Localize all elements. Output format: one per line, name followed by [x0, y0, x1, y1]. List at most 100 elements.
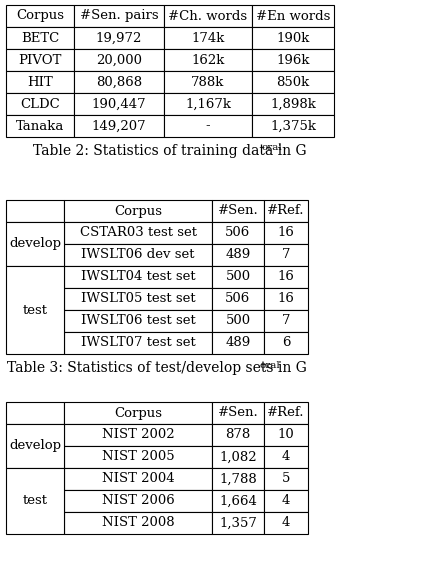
Text: 162k: 162k [191, 54, 225, 67]
Text: NIST 2004: NIST 2004 [102, 472, 174, 485]
Text: #Ref.: #Ref. [267, 204, 305, 217]
Text: Tanaka: Tanaka [16, 120, 64, 133]
Text: CLDC: CLDC [20, 98, 60, 110]
Bar [64, 490, 212, 512]
Text: 1,898k: 1,898k [270, 98, 316, 110]
Bar [6, 71, 74, 93]
Bar [212, 490, 264, 512]
Text: oral: oral [262, 144, 283, 152]
Text: HIT: HIT [27, 75, 53, 89]
Bar [264, 512, 308, 534]
Bar [212, 332, 264, 354]
Bar [264, 424, 308, 446]
Text: 10: 10 [278, 429, 294, 442]
Bar [64, 424, 212, 446]
Bar [164, 71, 252, 93]
Bar [212, 310, 264, 332]
Bar [6, 5, 74, 27]
Text: 506: 506 [225, 293, 250, 305]
Text: 16: 16 [278, 227, 294, 239]
Bar [212, 402, 264, 424]
Bar [264, 402, 308, 424]
Bar [164, 93, 252, 115]
Text: IWSLT05 test set: IWSLT05 test set [81, 293, 195, 305]
Bar [252, 93, 334, 115]
Bar [64, 310, 212, 332]
Text: 1,167k: 1,167k [185, 98, 231, 110]
Text: BETC: BETC [21, 32, 59, 44]
Text: Corpus: Corpus [16, 9, 64, 23]
Bar [212, 222, 264, 244]
Text: #Sen.: #Sen. [217, 204, 258, 217]
Bar [212, 424, 264, 446]
Bar [74, 93, 164, 115]
Bar [74, 5, 164, 27]
Bar [264, 332, 308, 354]
Text: 1,375k: 1,375k [270, 120, 316, 133]
Bar [6, 222, 64, 266]
Text: Corpus: Corpus [114, 406, 162, 419]
Text: 196k: 196k [276, 54, 310, 67]
Bar [6, 200, 64, 222]
Text: 174k: 174k [191, 32, 225, 44]
Bar [212, 468, 264, 490]
Text: IWSLT06 test set: IWSLT06 test set [81, 315, 195, 328]
Bar [264, 222, 308, 244]
Bar [6, 27, 74, 49]
Text: NIST 2008: NIST 2008 [102, 516, 174, 530]
Text: 500: 500 [225, 270, 250, 283]
Bar [64, 222, 212, 244]
Bar [264, 310, 308, 332]
Bar [264, 200, 308, 222]
Text: 1,357: 1,357 [219, 516, 257, 530]
Bar [74, 27, 164, 49]
Bar [212, 200, 264, 222]
Text: 19,972: 19,972 [96, 32, 142, 44]
Text: PIVOT: PIVOT [18, 54, 62, 67]
Text: test: test [23, 495, 47, 507]
Bar [252, 49, 334, 71]
Text: 190k: 190k [276, 32, 310, 44]
Text: CSTAR03 test set: CSTAR03 test set [79, 227, 197, 239]
Bar [164, 115, 252, 137]
Bar [64, 200, 212, 222]
Bar [6, 49, 74, 71]
Text: 1,788: 1,788 [219, 472, 257, 485]
Text: 4: 4 [282, 495, 290, 507]
Text: 16: 16 [278, 293, 294, 305]
Text: #Sen.: #Sen. [217, 406, 258, 419]
Text: 16: 16 [278, 270, 294, 283]
Bar [6, 402, 64, 424]
Text: 20,000: 20,000 [96, 54, 142, 67]
Bar [212, 244, 264, 266]
Bar [74, 49, 164, 71]
Text: 489: 489 [225, 336, 250, 349]
Text: develop: develop [9, 440, 61, 453]
Text: 5: 5 [282, 472, 290, 485]
Bar [212, 266, 264, 288]
Text: NIST 2006: NIST 2006 [102, 495, 174, 507]
Text: 489: 489 [225, 249, 250, 262]
Bar [252, 71, 334, 93]
Text: 4: 4 [282, 516, 290, 530]
Bar [64, 402, 212, 424]
Bar [64, 266, 212, 288]
Text: #En words: #En words [256, 9, 330, 23]
Bar [212, 446, 264, 468]
Bar [252, 5, 334, 27]
Bar [64, 332, 212, 354]
Text: IWSLT06 dev set: IWSLT06 dev set [81, 249, 195, 262]
Bar [64, 512, 212, 534]
Text: Table 3: Statistics of test/develop sets in G: Table 3: Statistics of test/develop sets… [7, 361, 307, 375]
Bar [164, 27, 252, 49]
Text: develop: develop [9, 238, 61, 251]
Text: Table 2: Statistics of training data in G: Table 2: Statistics of training data in … [33, 144, 307, 158]
Bar [6, 266, 64, 354]
Bar [164, 49, 252, 71]
Bar [64, 468, 212, 490]
Text: oral: oral [260, 360, 280, 370]
Bar [64, 288, 212, 310]
Text: 1,082: 1,082 [219, 450, 257, 464]
Text: 878: 878 [225, 429, 250, 442]
Text: IWSLT07 test set: IWSLT07 test set [81, 336, 195, 349]
